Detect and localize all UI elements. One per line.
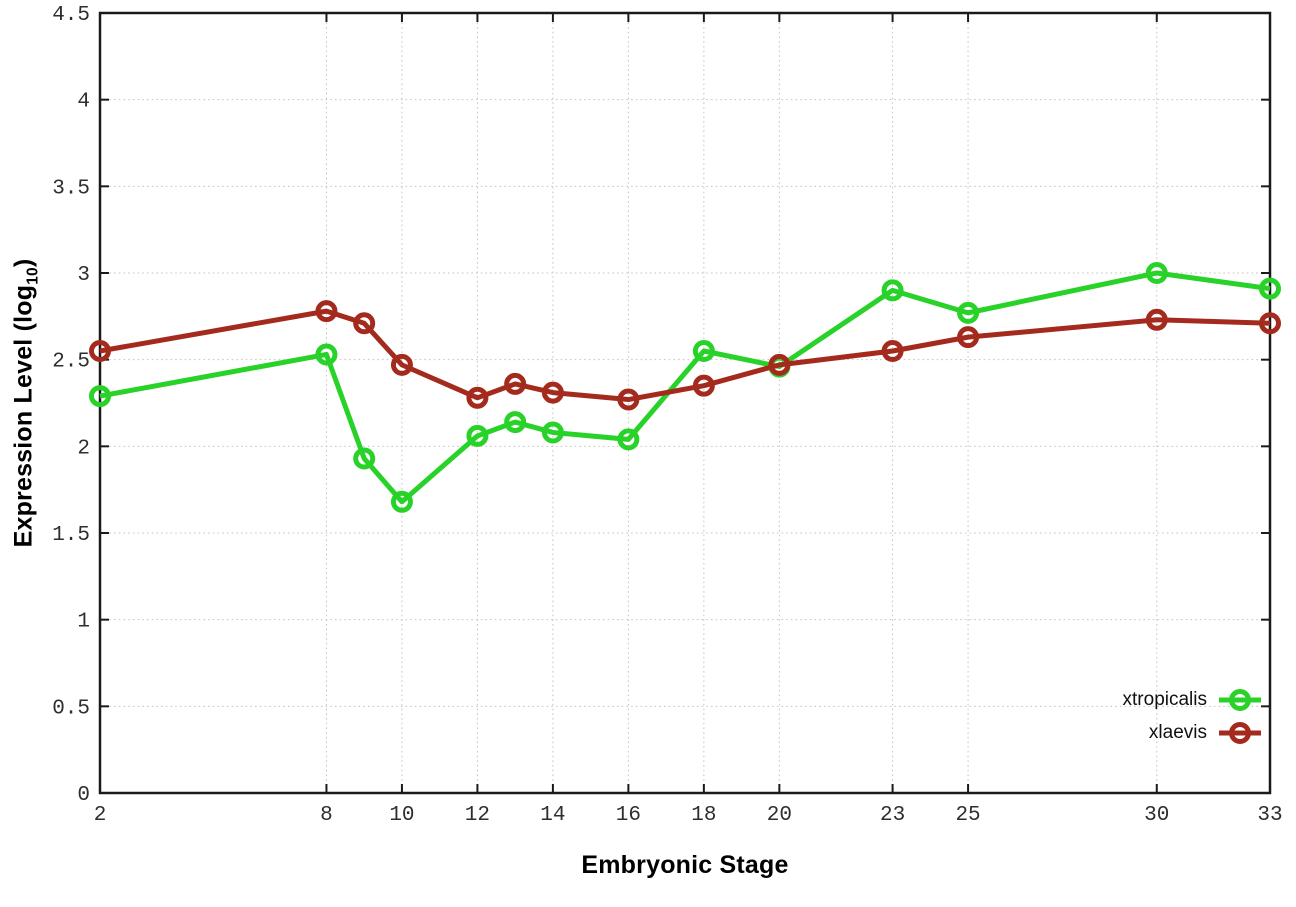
svg-text:23: 23 — [880, 804, 905, 827]
svg-text:3.5: 3.5 — [52, 177, 90, 200]
svg-text:33: 33 — [1257, 804, 1282, 827]
svg-text:20: 20 — [767, 804, 792, 827]
svg-text:25: 25 — [955, 804, 980, 827]
svg-text:16: 16 — [616, 804, 641, 827]
y-axis-title-suffix: ) — [9, 258, 38, 268]
y-axis-title-subscript: 10 — [24, 267, 42, 285]
svg-text:30: 30 — [1144, 804, 1169, 827]
svg-text:2.5: 2.5 — [52, 351, 90, 374]
y-axis-title: Expression Level (log10) — [10, 259, 43, 548]
svg-text:10: 10 — [389, 804, 414, 827]
svg-text:4.5: 4.5 — [52, 4, 90, 27]
legend-label-xlaevis: xlaevis — [1148, 722, 1207, 743]
svg-text:14: 14 — [540, 804, 565, 827]
svg-text:3: 3 — [77, 264, 90, 287]
svg-text:2: 2 — [77, 437, 90, 460]
series-xlaevis — [89, 300, 1281, 411]
legend-entry-xtropicalis: xtropicalis — [1123, 684, 1264, 715]
legend-entry-xlaevis: xlaevis — [1149, 717, 1264, 748]
svg-text:0.5: 0.5 — [52, 697, 90, 720]
svg-text:0: 0 — [77, 784, 90, 807]
svg-text:12: 12 — [465, 804, 490, 827]
svg-text:1.5: 1.5 — [52, 524, 90, 547]
x-axis-title: Embryonic Stage — [581, 851, 789, 879]
svg-text:4: 4 — [77, 91, 90, 114]
svg-text:1: 1 — [77, 611, 90, 634]
gridlines — [99, 12, 1271, 794]
svg-text:2: 2 — [94, 804, 107, 827]
tick-marks — [99, 12, 1271, 794]
legend-label-xtropicalis: xtropicalis — [1122, 689, 1207, 710]
legend: xtropicalis xlaevis — [1123, 684, 1264, 748]
plot-border — [98, 11, 1272, 795]
y-axis-title-prefix: Expression Level (log — [9, 284, 38, 548]
legend-marker-xtropicalis-icon — [1219, 688, 1261, 711]
legend-marker-xlaevis-icon — [1219, 721, 1261, 744]
svg-text:18: 18 — [691, 804, 716, 827]
tick-labels: 2 8 10 12 14 16 18 20 23 25 30 33 0 0.5 1 1.5 2 2.5 3 3.5 4 4… — [52, 4, 1282, 827]
svg-text:8: 8 — [320, 804, 333, 827]
